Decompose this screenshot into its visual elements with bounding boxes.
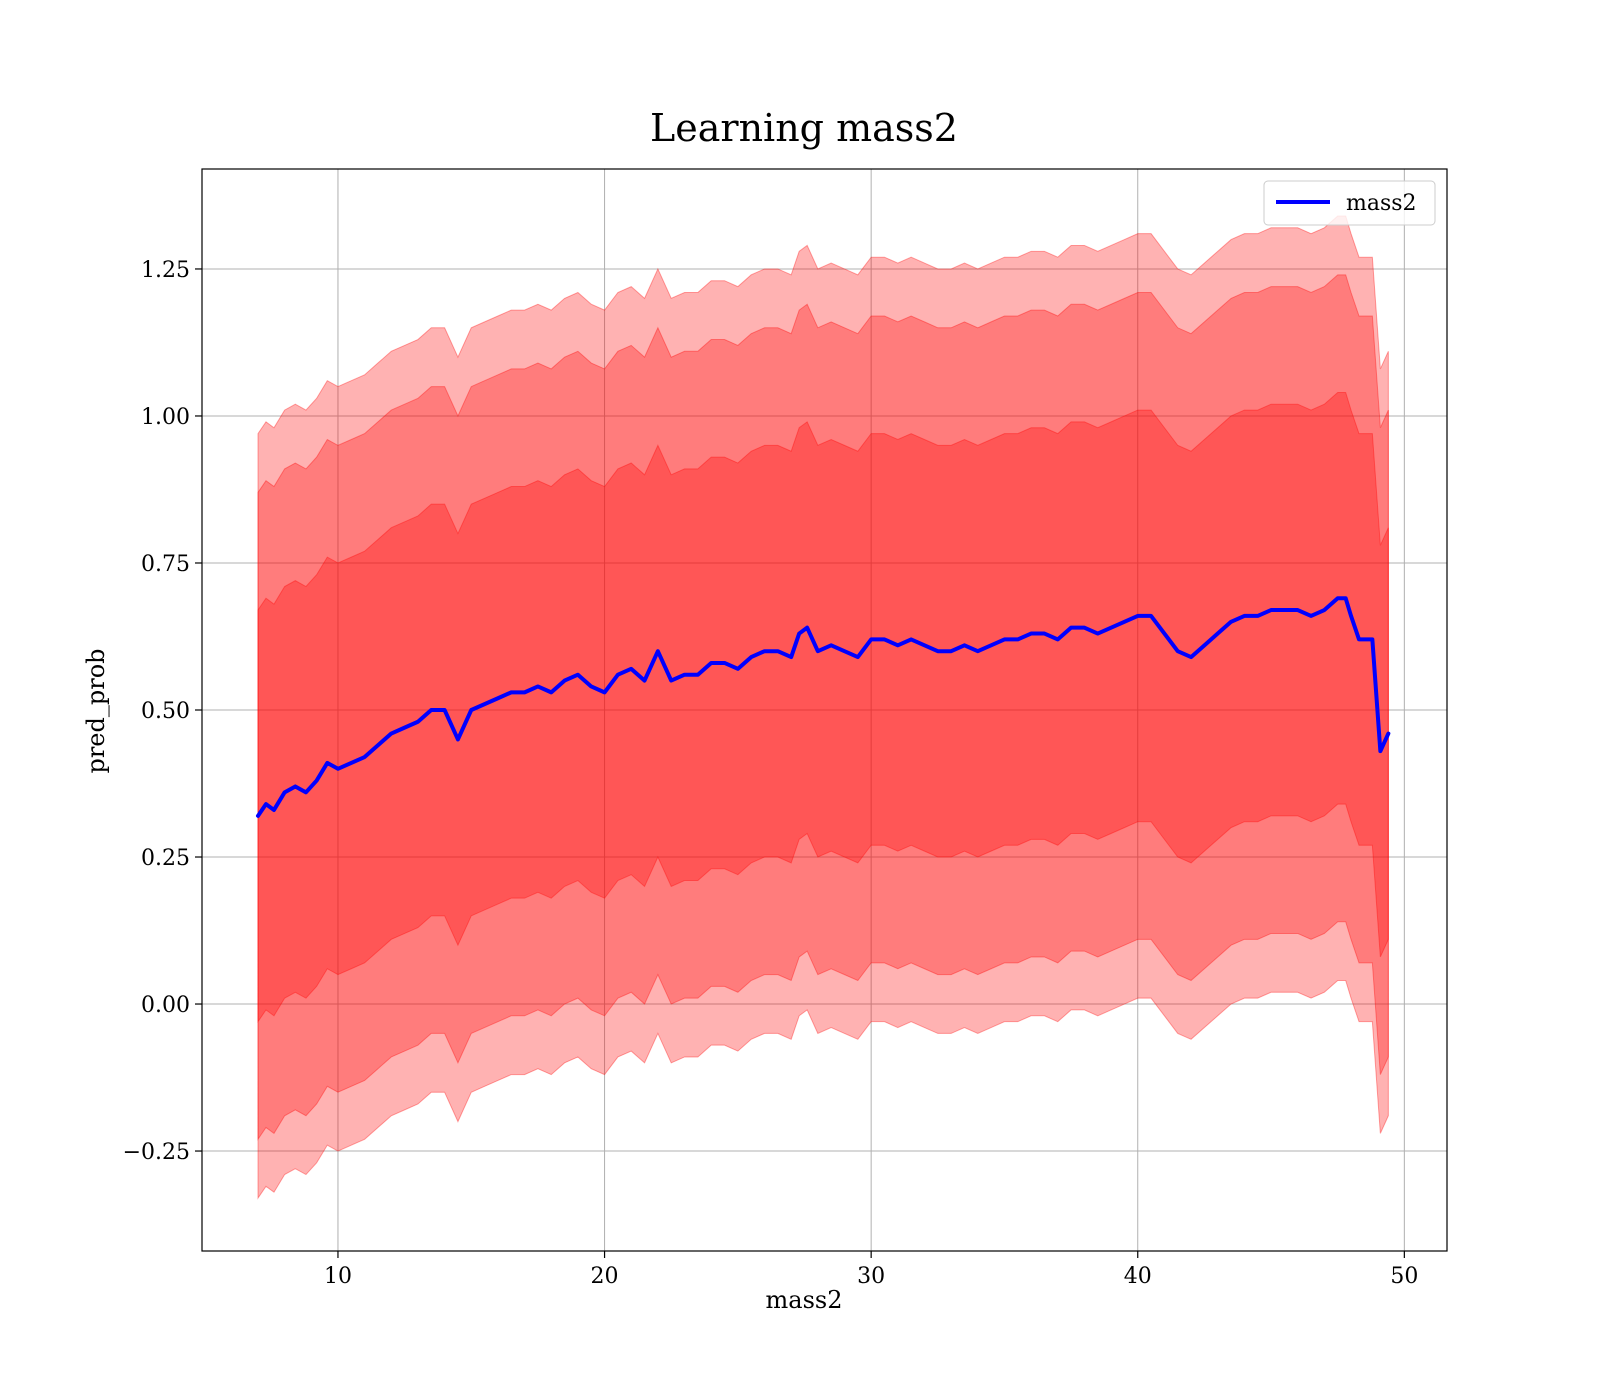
chart-title: Learning mass2 (650, 106, 958, 150)
y-tick-label-5: 1.00 (141, 405, 190, 430)
confidence-band-2 (257, 215, 1389, 1200)
y-axis-ticks: −0.25 0.00 0.25 0.50 0.75 1.00 1.25 (123, 258, 202, 1165)
x-tick-label-4: 50 (1390, 1264, 1418, 1289)
confidence-band-0 (257, 391, 1389, 1024)
y-tick-label-2: 0.25 (141, 846, 190, 871)
legend-label-mass2: mass2 (1346, 191, 1417, 216)
y-tick-label-3: 0.50 (141, 699, 190, 724)
y-tick-label-6: 1.25 (141, 258, 190, 283)
x-tick-label-0: 10 (324, 1264, 352, 1289)
grid-lines (202, 169, 1447, 1251)
confidence-bands (257, 215, 1389, 1200)
x-axis-label: mass2 (766, 1286, 843, 1314)
legend-box (1263, 180, 1436, 226)
series-lines (255, 596, 1391, 818)
y-tick-label-1: 0.00 (141, 993, 190, 1018)
x-axis-ticks: 10 20 30 40 50 (324, 1251, 1418, 1289)
y-axis-label: pred_prob (82, 648, 110, 773)
x-tick-label-2: 30 (857, 1264, 885, 1289)
x-tick-label-3: 40 (1124, 1264, 1152, 1289)
y-tick-label-0: −0.25 (123, 1140, 190, 1165)
series-line-mass2 (255, 596, 1391, 818)
x-tick-label-1: 20 (591, 1264, 619, 1289)
legend: mass2 (1263, 180, 1436, 226)
y-tick-label-4: 0.75 (141, 552, 190, 577)
confidence-band-1 (257, 274, 1389, 1141)
